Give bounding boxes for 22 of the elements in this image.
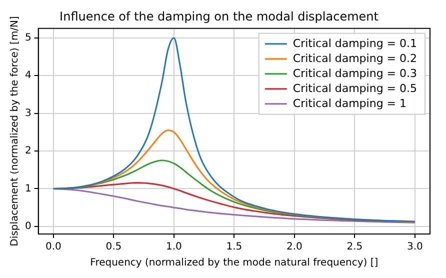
legend-label: Critical damping = 0.5 — [292, 82, 418, 95]
legend-label: Critical damping = 1 — [292, 96, 407, 110]
x-tick-label: 3.0 — [406, 242, 423, 253]
y-tick-label: 4 — [24, 70, 32, 82]
x-tick-label: 0.0 — [45, 242, 62, 253]
y-tick-label: 5 — [24, 32, 32, 44]
x-tick-label: 1.0 — [166, 242, 182, 253]
line-series — [52, 37, 416, 222]
x-axis-title: Frequency (normalized by the mode natural frequency) [] — [90, 258, 378, 269]
legend-label: Critical damping = 0.1 — [292, 36, 418, 50]
y-axis-title: Displacement (normalized by the force) [m/N] — [10, 16, 21, 246]
y-tick-label: 0 — [24, 221, 32, 232]
chart-title: Influence of the damping on the modal displacement — [60, 9, 379, 24]
y-tick-label: 3 — [24, 108, 32, 119]
legend-label: Critical damping = 0.3 — [292, 66, 418, 80]
y-tick-label: 2 — [24, 146, 32, 157]
x-tick-label: 0.5 — [106, 242, 122, 253]
legend-label: Critical damping = 0.2 — [292, 52, 418, 65]
y-tick-label: 1 — [24, 183, 32, 194]
x-tick-label: 2.0 — [286, 242, 302, 253]
x-tick-label: 1.5 — [226, 242, 242, 253]
x-tick-label: 2.5 — [346, 242, 363, 253]
